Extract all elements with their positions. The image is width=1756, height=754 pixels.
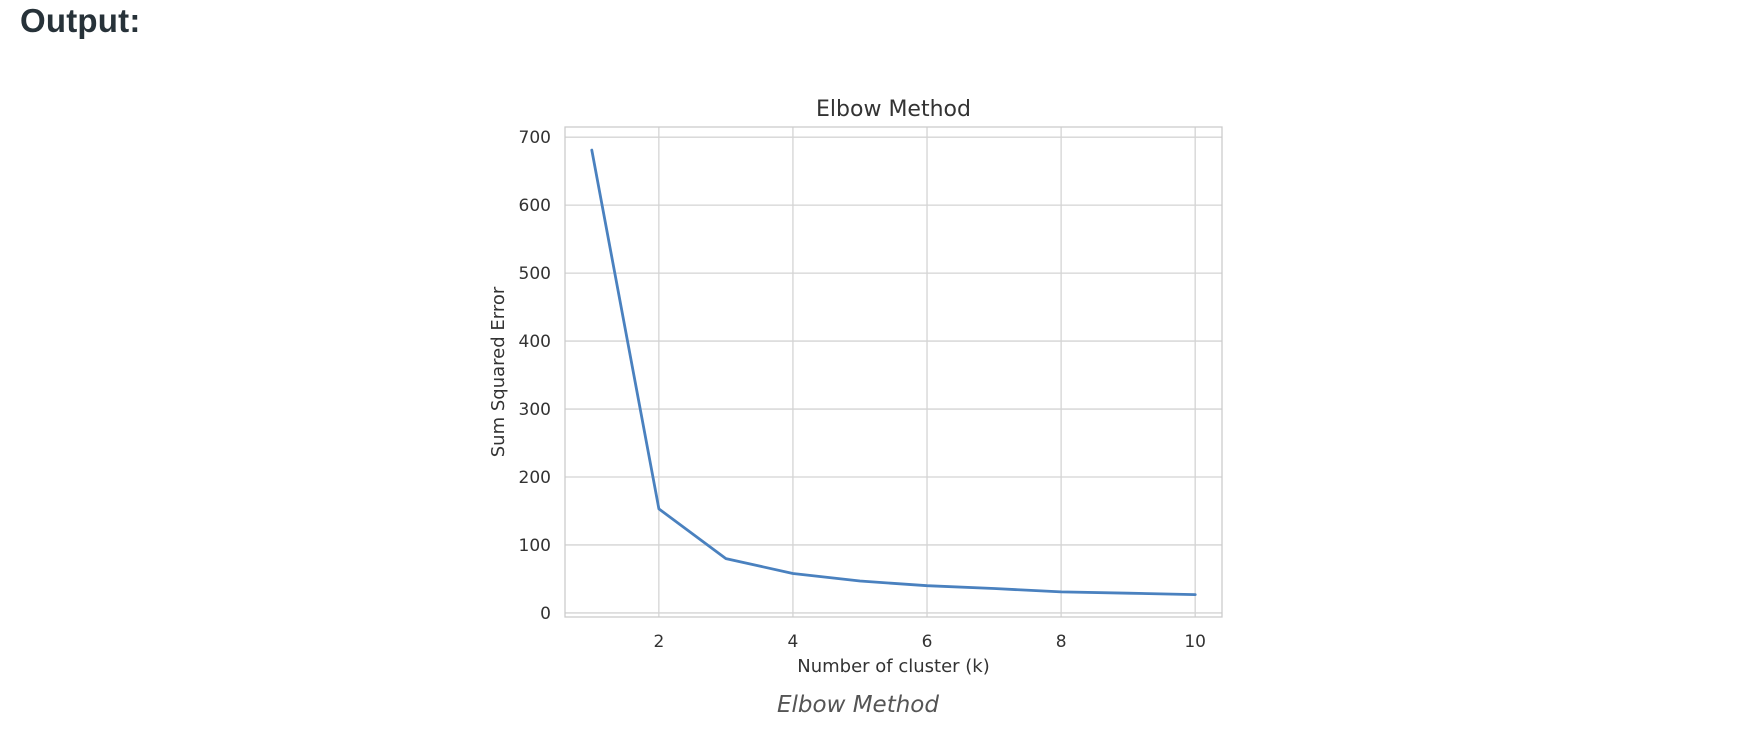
- series-line: [590, 148, 1197, 596]
- y-tick-label: 200: [519, 468, 551, 488]
- output-heading: Output:: [20, 2, 141, 39]
- chart-title: Elbow Method: [816, 97, 971, 122]
- figure-caption: Elbow Method: [777, 692, 939, 718]
- elbow-chart: 2 4 6 8 10 0 100 200 300 400 500 600 700 Elbow Meth…: [488, 97, 1223, 677]
- y-tick-label: 0: [540, 604, 551, 624]
- x-tick-label: 2: [653, 632, 664, 652]
- y-tick-label: 300: [519, 400, 551, 420]
- grid-lines: [565, 127, 1222, 617]
- y-tick-label: 100: [519, 536, 551, 556]
- x-tick-label: 6: [922, 632, 933, 652]
- x-tick-label: 4: [788, 632, 799, 652]
- y-axis-label: Sum Squared Error: [488, 286, 509, 457]
- x-axis-label: Number of cluster (k): [797, 656, 990, 677]
- y-tick-label: 500: [519, 264, 551, 284]
- y-tick-label: 600: [519, 196, 551, 216]
- y-tick-label: 400: [519, 332, 551, 352]
- series-layer: [590, 148, 1197, 596]
- plot-area-frame: [564, 126, 1223, 618]
- x-tick-labels: 2 4 6 8 10: [653, 632, 1206, 652]
- y-tick-labels: 0 100 200 300 400 500 600 700: [519, 128, 551, 624]
- x-tick-label: 8: [1056, 632, 1067, 652]
- x-tick-label: 10: [1184, 632, 1206, 652]
- y-tick-label: 700: [519, 128, 551, 148]
